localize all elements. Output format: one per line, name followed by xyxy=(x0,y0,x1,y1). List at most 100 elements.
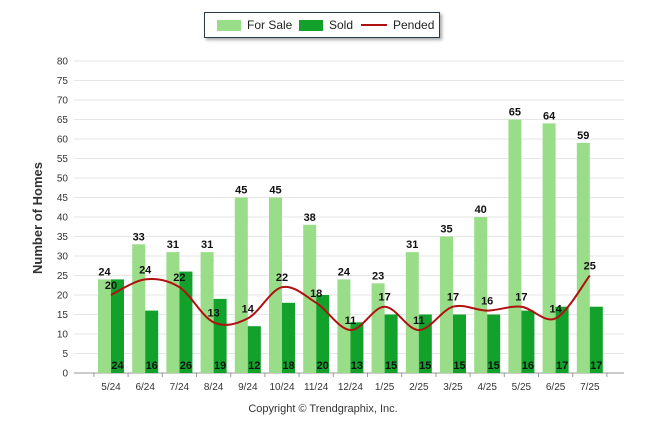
y-tick-label: 45 xyxy=(57,193,69,204)
for-sale-value-label: 38 xyxy=(304,212,316,224)
for-sale-value-label: 31 xyxy=(167,239,179,251)
pended-value-label: 14 xyxy=(242,303,255,315)
x-tick-label: 7/25 xyxy=(580,382,600,393)
for-sale-swatch xyxy=(217,19,241,31)
x-tick-label: 6/25 xyxy=(546,382,566,393)
legend-label-for-sale: For Sale xyxy=(247,18,293,32)
pended-line-group: 20 24 22 13 14 22 18 11 17 11 17 16 17 14 25 xyxy=(105,261,596,332)
for-sale-value-label: 33 xyxy=(133,231,145,243)
for-sale-value-label: 64 xyxy=(543,110,556,122)
pended-value-label: 17 xyxy=(447,292,459,304)
pended-value-label: 25 xyxy=(584,261,596,273)
pended-value-label: 24 xyxy=(139,264,152,276)
y-tick-label: 15 xyxy=(57,310,69,321)
x-axis-ticks: 5/24 6/24 7/24 8/24 9/24 10/24 11/24 12/24 1/25 2… xyxy=(93,373,608,393)
sold-value-label: 19 xyxy=(214,360,226,372)
sold-value-label: 17 xyxy=(556,360,568,372)
x-tick-label: 3/25 xyxy=(443,382,463,393)
for-sale-value-label: 45 xyxy=(235,185,247,197)
sold-bar xyxy=(521,310,535,373)
y-tick-label: 60 xyxy=(57,135,69,146)
for-sale-value-label: 23 xyxy=(372,270,384,282)
sold-bar xyxy=(145,310,159,373)
sold-bar xyxy=(247,326,261,373)
pended-value-label: 17 xyxy=(515,292,527,304)
sold-bar xyxy=(350,322,364,373)
sold-bar xyxy=(453,314,466,373)
sold-value-label: 12 xyxy=(248,360,260,372)
sold-value-label: 13 xyxy=(351,360,363,372)
legend-item-for-sale[interactable]: For Sale xyxy=(217,18,292,32)
sold-value-label: 15 xyxy=(419,360,431,372)
y-axis-ticks: 0 5 10 15 20 25 30 35 40 45 50 55 60 65 70 75 80 xyxy=(57,57,69,380)
y-tick-label: 55 xyxy=(57,154,69,165)
y-tick-label: 65 xyxy=(57,115,69,126)
for-sale-value-label: 65 xyxy=(509,107,521,119)
sold-value-label: 15 xyxy=(453,360,465,372)
for-sale-bar xyxy=(98,279,111,373)
y-tick-label: 40 xyxy=(57,213,69,224)
for-sale-bar xyxy=(440,236,453,373)
x-tick-label: 10/24 xyxy=(269,382,294,393)
for-sale-bar xyxy=(234,197,248,373)
x-tick-label: 11/24 xyxy=(304,382,329,393)
x-tick-label: 5/24 xyxy=(101,382,121,393)
pended-line xyxy=(110,274,591,332)
copyright-text: Copyright © Trendgraphix, Inc. xyxy=(248,403,398,415)
pended-swatch xyxy=(361,24,387,26)
pended-value-label: 18 xyxy=(310,288,322,300)
sold-value-label: 15 xyxy=(488,360,500,372)
for-sale-value-label: 45 xyxy=(269,185,281,197)
for-sale-bar xyxy=(200,252,214,373)
sold-bar xyxy=(384,314,398,373)
sold-swatch xyxy=(299,19,323,31)
for-sale-value-label: 40 xyxy=(475,204,487,216)
bars xyxy=(98,119,603,374)
x-tick-label: 6/24 xyxy=(135,382,155,393)
pended-value-label: 11 xyxy=(413,315,425,327)
for-sale-bar xyxy=(474,217,488,373)
sold-bar xyxy=(213,298,227,373)
x-tick-label: 8/24 xyxy=(204,382,224,393)
x-tick-label: 2/25 xyxy=(409,382,429,393)
sold-bar xyxy=(316,295,330,373)
y-tick-label: 20 xyxy=(57,291,69,302)
x-tick-label: 4/25 xyxy=(477,382,497,393)
y-tick-label: 75 xyxy=(57,76,69,87)
legend-item-pended[interactable]: Pended xyxy=(361,18,434,32)
sold-value-label: 20 xyxy=(317,360,329,372)
legend: For Sale Sold Pended xyxy=(204,12,440,38)
sold-bar xyxy=(282,302,295,373)
sold-bar xyxy=(589,306,603,373)
x-tick-label: 7/24 xyxy=(170,382,190,393)
x-tick-label: 1/25 xyxy=(375,382,395,393)
grid-lines xyxy=(74,60,624,374)
for-sale-bar xyxy=(269,197,282,373)
sold-bar xyxy=(111,279,124,373)
sold-value-label: 15 xyxy=(385,360,397,372)
for-sale-bar xyxy=(508,119,522,373)
for-sale-value-label: 31 xyxy=(406,239,418,251)
x-tick-label: 12/24 xyxy=(338,382,363,393)
pended-value-label: 16 xyxy=(481,296,493,308)
data-labels: 24 24 33 16 31 26 31 19 45 12 45 18 38 20 24 13 23 15 31 15… xyxy=(98,107,602,373)
for-sale-bar xyxy=(132,244,146,373)
y-tick-label: 30 xyxy=(57,252,69,263)
x-tick-label: 5/25 xyxy=(512,382,532,393)
y-tick-label: 10 xyxy=(57,330,69,341)
for-sale-value-label: 24 xyxy=(98,266,111,278)
for-sale-value-label: 35 xyxy=(440,224,452,236)
y-tick-label: 25 xyxy=(57,271,69,282)
for-sale-value-label: 24 xyxy=(338,266,351,278)
pended-value-label: 22 xyxy=(276,272,288,284)
for-sale-bar xyxy=(542,123,556,374)
for-sale-bar xyxy=(337,279,351,373)
sold-value-label: 18 xyxy=(282,360,294,372)
legend-label-pended: Pended xyxy=(393,18,435,32)
legend-label-sold: Sold xyxy=(329,18,354,32)
for-sale-value-label: 59 xyxy=(577,130,589,142)
y-tick-label: 0 xyxy=(62,369,68,380)
legend-item-sold[interactable]: Sold xyxy=(299,18,353,32)
sold-bar xyxy=(487,314,501,373)
